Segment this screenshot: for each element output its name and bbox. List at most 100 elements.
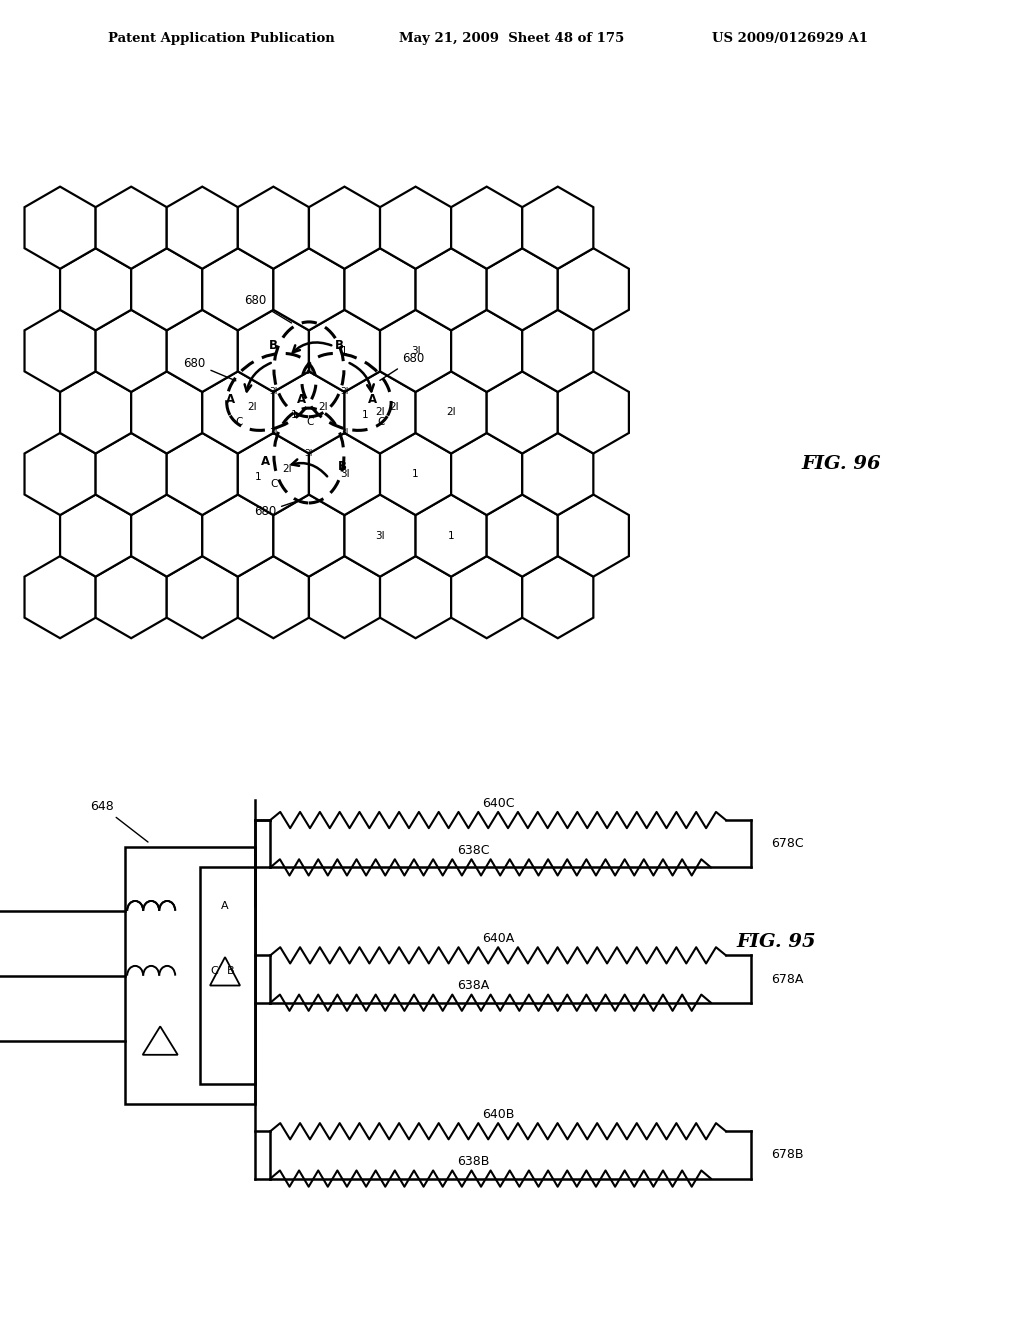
Text: 3l: 3l bbox=[411, 346, 421, 356]
Polygon shape bbox=[522, 186, 593, 269]
Text: 678B: 678B bbox=[771, 1148, 804, 1162]
Polygon shape bbox=[203, 248, 273, 330]
Polygon shape bbox=[95, 310, 167, 392]
Polygon shape bbox=[238, 186, 309, 269]
Text: 648: 648 bbox=[90, 800, 148, 842]
Text: 2l: 2l bbox=[375, 408, 385, 417]
Polygon shape bbox=[309, 556, 380, 638]
Polygon shape bbox=[203, 495, 273, 577]
Text: 1: 1 bbox=[361, 411, 369, 420]
Text: B: B bbox=[269, 339, 278, 352]
Polygon shape bbox=[25, 556, 95, 638]
Text: C: C bbox=[306, 417, 313, 428]
Polygon shape bbox=[131, 248, 203, 330]
Polygon shape bbox=[522, 310, 593, 392]
Polygon shape bbox=[25, 310, 95, 392]
Polygon shape bbox=[60, 248, 131, 330]
Polygon shape bbox=[452, 310, 522, 392]
Text: 3l: 3l bbox=[340, 429, 348, 437]
Polygon shape bbox=[486, 495, 558, 577]
Polygon shape bbox=[380, 310, 452, 392]
Polygon shape bbox=[558, 248, 629, 330]
Polygon shape bbox=[238, 433, 309, 515]
Text: 1: 1 bbox=[255, 471, 262, 482]
Text: 638A: 638A bbox=[457, 979, 489, 993]
Polygon shape bbox=[95, 186, 167, 269]
Text: C: C bbox=[210, 966, 218, 977]
Polygon shape bbox=[452, 186, 522, 269]
Polygon shape bbox=[558, 371, 629, 454]
Polygon shape bbox=[60, 371, 131, 454]
Text: 3l: 3l bbox=[340, 469, 349, 479]
Polygon shape bbox=[309, 310, 380, 392]
Text: 2l: 2l bbox=[283, 465, 292, 474]
Text: FIG. 95: FIG. 95 bbox=[736, 933, 816, 950]
Polygon shape bbox=[380, 556, 452, 638]
Polygon shape bbox=[416, 248, 486, 330]
Text: 680: 680 bbox=[380, 352, 425, 380]
Polygon shape bbox=[203, 371, 273, 454]
Polygon shape bbox=[309, 186, 380, 269]
Text: May 21, 2009  Sheet 48 of 175: May 21, 2009 Sheet 48 of 175 bbox=[399, 32, 625, 45]
Text: 3l: 3l bbox=[375, 531, 385, 541]
Bar bbox=[201, 867, 255, 1084]
Polygon shape bbox=[238, 556, 309, 638]
Polygon shape bbox=[95, 433, 167, 515]
Polygon shape bbox=[380, 433, 452, 515]
Polygon shape bbox=[167, 556, 238, 638]
Text: 1: 1 bbox=[341, 346, 348, 356]
Text: 680: 680 bbox=[183, 356, 236, 380]
Polygon shape bbox=[486, 248, 558, 330]
Polygon shape bbox=[344, 495, 416, 577]
Text: A: A bbox=[297, 393, 306, 407]
Text: US 2009/0126929 A1: US 2009/0126929 A1 bbox=[712, 32, 867, 45]
Polygon shape bbox=[486, 371, 558, 454]
Polygon shape bbox=[273, 371, 344, 454]
Polygon shape bbox=[558, 495, 629, 577]
Text: 3l: 3l bbox=[305, 367, 313, 376]
Polygon shape bbox=[273, 495, 344, 577]
Polygon shape bbox=[452, 433, 522, 515]
Polygon shape bbox=[344, 248, 416, 330]
Polygon shape bbox=[167, 186, 238, 269]
Text: 678C: 678C bbox=[771, 837, 804, 850]
Text: 3l: 3l bbox=[269, 387, 278, 396]
Bar bbox=[125, 847, 255, 1104]
Polygon shape bbox=[344, 371, 416, 454]
Text: 680: 680 bbox=[244, 294, 292, 323]
Polygon shape bbox=[95, 556, 167, 638]
Polygon shape bbox=[416, 371, 486, 454]
Polygon shape bbox=[309, 433, 380, 515]
Text: 1: 1 bbox=[447, 531, 455, 541]
Text: 640B: 640B bbox=[482, 1107, 514, 1121]
Text: C: C bbox=[378, 417, 385, 428]
Text: A: A bbox=[261, 455, 270, 469]
Text: Patent Application Publication: Patent Application Publication bbox=[108, 32, 334, 45]
Text: 2l: 2l bbox=[247, 403, 257, 412]
Text: 640A: 640A bbox=[482, 932, 514, 945]
Text: 3l: 3l bbox=[269, 429, 278, 437]
Polygon shape bbox=[273, 248, 344, 330]
Polygon shape bbox=[416, 495, 486, 577]
Text: B: B bbox=[335, 339, 344, 352]
Text: A: A bbox=[225, 393, 234, 407]
Text: 1: 1 bbox=[291, 411, 297, 420]
Polygon shape bbox=[131, 495, 203, 577]
Text: A: A bbox=[368, 393, 377, 407]
Polygon shape bbox=[131, 371, 203, 454]
Text: A: A bbox=[221, 902, 228, 911]
Text: 638B: 638B bbox=[457, 1155, 489, 1168]
Text: C: C bbox=[236, 417, 243, 428]
Text: 2l: 2l bbox=[446, 408, 456, 417]
Text: 640C: 640C bbox=[482, 796, 514, 809]
Polygon shape bbox=[167, 433, 238, 515]
Text: FIG. 96: FIG. 96 bbox=[801, 455, 881, 474]
Polygon shape bbox=[452, 556, 522, 638]
Text: 3l: 3l bbox=[305, 449, 313, 458]
Text: 638C: 638C bbox=[457, 843, 489, 857]
Text: 3l: 3l bbox=[340, 387, 348, 396]
Text: 678A: 678A bbox=[771, 973, 804, 986]
Polygon shape bbox=[522, 556, 593, 638]
Polygon shape bbox=[60, 495, 131, 577]
Text: 1: 1 bbox=[413, 469, 419, 479]
